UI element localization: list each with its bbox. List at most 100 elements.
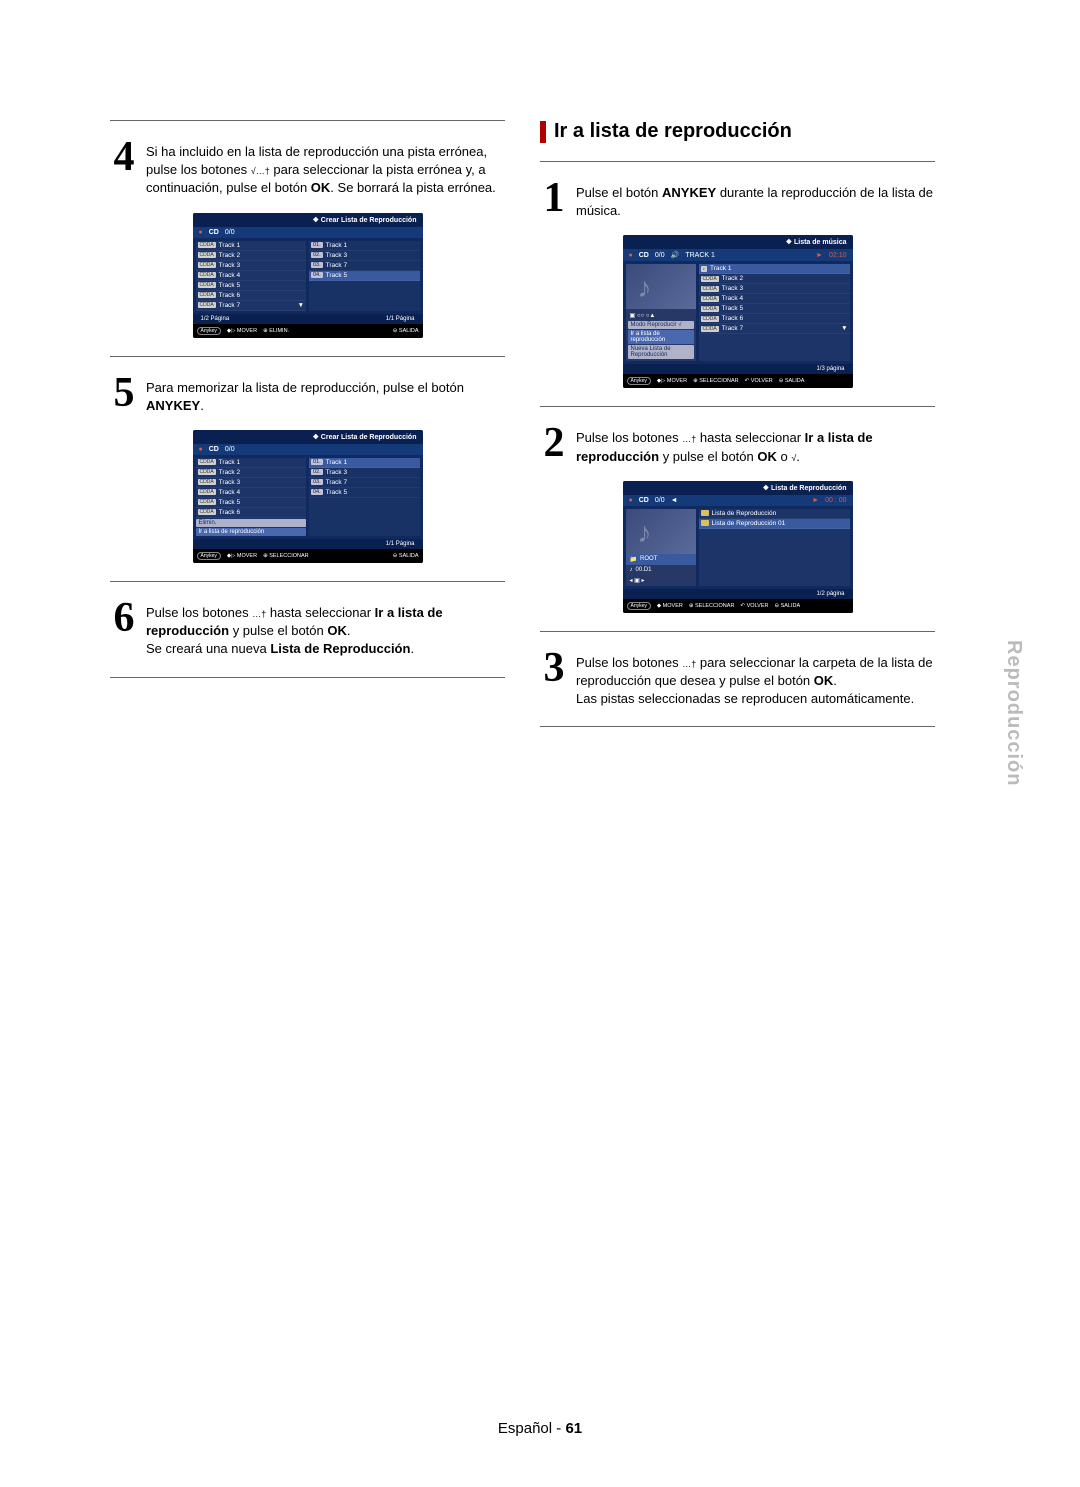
n: 02. (311, 469, 323, 475)
ss-footer: Anykey ◆ MOVER ⊕ SELECCIONAR ↶ VOLVER ⊖ … (623, 599, 853, 613)
step-6: 6 Pulse los botones …† hasta seleccionar… (110, 600, 505, 659)
text: . (796, 449, 800, 464)
ss-title: ❖ Crear Lista de Reproducción (193, 430, 423, 444)
menu-elimin: Elimin. (196, 519, 307, 527)
step-text: Pulse los botones …† para seleccionar la… (576, 650, 935, 709)
text: Lista de música (794, 239, 847, 246)
t: Track 5 (722, 305, 743, 312)
text: o (777, 449, 791, 464)
n: 03. (311, 262, 323, 268)
step-text: Pulse los botones …† hasta seleccionar I… (146, 600, 505, 659)
t: Lista de Reproducción 01 (712, 520, 786, 527)
ui-screenshot-music-list: ❖ Lista de música ● CD 0/0 🔊 TRACK 1 ► 0… (623, 235, 853, 388)
text: . (410, 641, 414, 656)
ss-topbar: ● CD 0/0 (193, 227, 423, 238)
section-title: Ir a lista de reproducción (554, 120, 792, 143)
f: SALIDA (785, 378, 805, 384)
ss-topbar: ● CD 0/0 (193, 444, 423, 455)
divider (540, 631, 935, 632)
ss-tracks: ♪Track 1 CDDATrack 2 CDDATrack 3 CDDATra… (699, 264, 850, 361)
ss-topbar: ● CD 0/0 🔊 TRACK 1 ► 02:10 (623, 249, 853, 261)
ss-pages: 1/2 Página 1/1 Página (193, 314, 423, 324)
page: 1/1 Página (386, 541, 415, 547)
language: Español (498, 1420, 552, 1437)
step-text: Pulse los botones …† hasta seleccionar I… (576, 425, 935, 465)
text: y pulse el botón (229, 623, 327, 638)
text: Lista de Reproducción (771, 485, 846, 492)
track: Track 5 (219, 282, 240, 289)
f: ELIMIN. (269, 328, 289, 334)
step-5: 5 Para memorizar la lista de reproducció… (110, 375, 505, 415)
ss-body: CDDATrack 1 CDDATrack 2 CDDATrack 3 CDDA… (193, 238, 423, 314)
track: Track 6 (219, 292, 240, 299)
track: Track 1 (326, 242, 347, 249)
ss-pages: 1/2 página (623, 589, 853, 599)
arrow-icons: √…† (251, 166, 270, 176)
ss-title: ❖ Crear Lista de Reproducción (193, 213, 423, 227)
t: Track 2 (722, 275, 743, 282)
d1: 00.D1 (636, 567, 652, 573)
bold: OK (757, 449, 777, 464)
divider (110, 120, 505, 121)
count: 0/0 (655, 497, 665, 504)
track: Track 3 (219, 262, 240, 269)
track: Track 3 (326, 469, 347, 476)
ss-cd: CD (209, 446, 219, 453)
two-column-layout: 4 Si ha incluido en la lista de reproduc… (110, 120, 970, 745)
text: . (833, 673, 837, 688)
f: MOVER (237, 328, 257, 334)
f: SALIDA (781, 603, 801, 609)
ss-count: 0/0 (225, 446, 235, 453)
ss-topbar: ● CD 0/0 ◄ ► 00 : 00 (623, 495, 853, 506)
track: Track 5 (326, 489, 347, 496)
step-number: 6 (110, 600, 138, 638)
divider (110, 677, 505, 678)
menu: Nueva Lista de Reproducción (628, 345, 694, 359)
cd: CD (639, 252, 649, 259)
t: Track 7 (722, 325, 743, 332)
ss-right-list: 01.Track 1 02.Track 3 03.Track 7 04.Trac… (309, 458, 420, 536)
bold: OK (327, 623, 347, 638)
bold: OK (311, 180, 331, 195)
ss-footer: Anykey ◆▷ MOVER ⊕ ELIMIN. ⊖ SALIDA (193, 324, 423, 338)
step-3: 3 Pulse los botones …† para seleccionar … (540, 650, 935, 709)
time: 02:10 (829, 252, 847, 259)
f: SALIDA (399, 553, 419, 559)
track: Track 2 (219, 252, 240, 259)
text: Para memorizar la lista de reproducción,… (146, 380, 464, 395)
divider (110, 581, 505, 582)
ss-body: ♪ 📁ROOT ♪00.D1 ◂ ▣ ▸ Lista de Reproducci… (623, 506, 853, 589)
ss-title: ❖ Lista de música (623, 235, 853, 249)
ui-screenshot-create-playlist-2: ❖ Crear Lista de Reproducción ● CD 0/0 C… (193, 430, 423, 563)
p: 1/3 página (816, 366, 844, 372)
track: Track 2 (219, 469, 240, 476)
f: SELECCIONAR (699, 378, 738, 384)
bold: OK (814, 673, 834, 688)
n: 04. (311, 272, 323, 278)
track: Track 7 (219, 302, 240, 309)
arrow-icons: …† (682, 434, 696, 444)
divider (540, 726, 935, 727)
ss-body: ♪ ▣ ○○ ○▲ Modo Reproducir √ Ir a lista d… (623, 261, 853, 364)
step-text: Para memorizar la lista de reproducción,… (146, 375, 505, 415)
ss-title: ❖ Lista de Reproducción (623, 481, 853, 495)
p: 1/2 página (816, 591, 844, 597)
f: SALIDA (399, 328, 419, 334)
f: SELECCIONAR (695, 603, 734, 609)
f: VOLVER (747, 603, 769, 609)
side-tab: Reproducción (1002, 640, 1025, 786)
left-column: 4 Si ha incluido en la lista de reproduc… (110, 120, 505, 745)
t: Track 6 (722, 315, 743, 322)
f: SELECCIONAR (269, 553, 308, 559)
page-footer: Español - 61 (0, 1420, 1080, 1437)
menu-go-playlist: Ir a lista de reproducción (196, 528, 307, 536)
track: Track 1 (326, 459, 347, 466)
ss-right: Lista de Reproducción Lista de Reproducc… (699, 509, 850, 586)
step-number: 3 (540, 650, 568, 688)
text: Las pistas seleccionadas se reproducen a… (576, 691, 914, 706)
step-text: Pulse el botón ANYKEY durante la reprodu… (576, 180, 935, 220)
ss-right-list: 01.Track 1 02.Track 3 03.Track 7 04.Trac… (309, 241, 420, 311)
step-number: 5 (110, 375, 138, 413)
text: Crear Lista de Reproducción (321, 434, 417, 441)
ss-count: 0/0 (225, 229, 235, 236)
